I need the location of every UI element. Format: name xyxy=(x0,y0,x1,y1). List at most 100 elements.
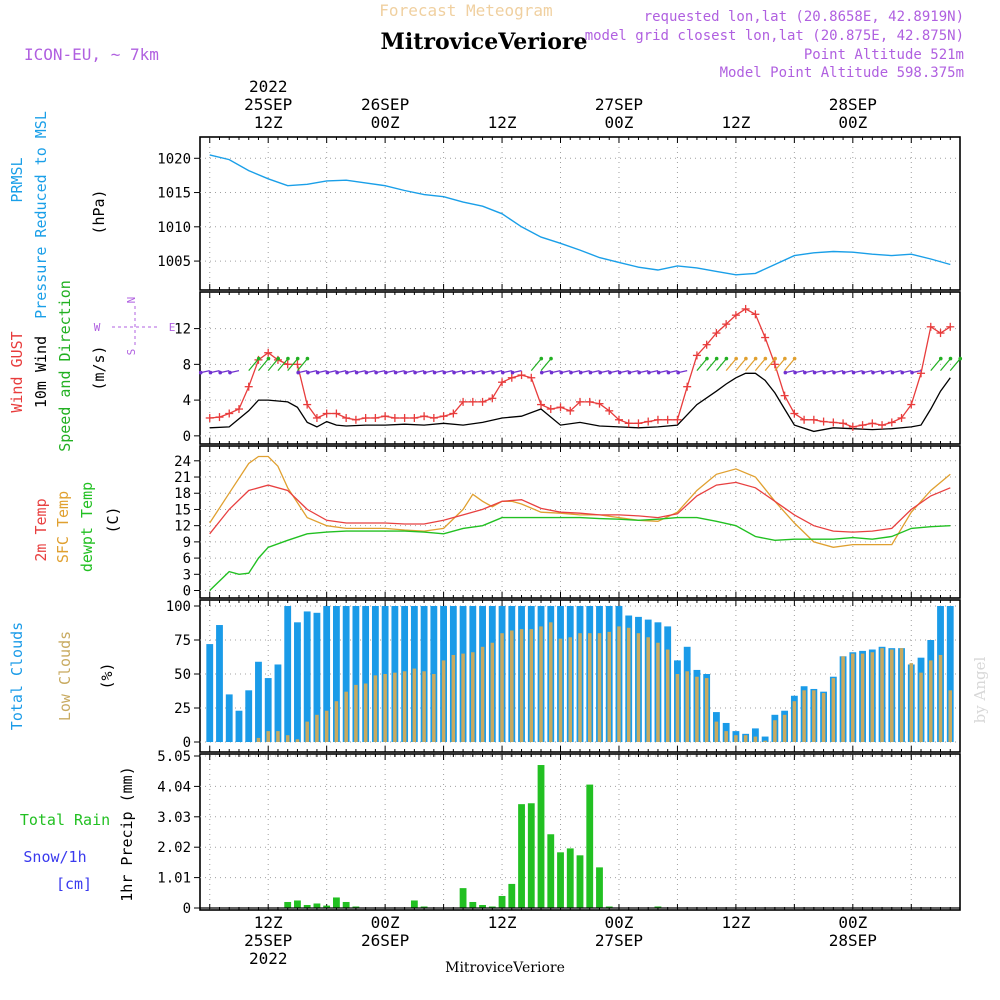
wind-direction-arrowhead xyxy=(734,356,738,361)
wind-direction-arrowhead xyxy=(812,370,817,375)
wind-direction-arrowhead xyxy=(413,370,417,375)
rain-bar xyxy=(557,852,564,908)
total-cloud-bar xyxy=(284,606,292,742)
model-label: ICON-EU, ~ 7km xyxy=(24,45,159,64)
wind-direction-arrowhead xyxy=(432,370,437,375)
low-cloud-bar xyxy=(383,674,387,742)
wind-direction-arrowhead xyxy=(948,356,953,361)
y-tick-label: 9 xyxy=(183,535,191,551)
total-cloud-bar xyxy=(313,612,321,742)
y-tick-label: 75 xyxy=(174,633,191,649)
compass-s: S xyxy=(125,349,138,356)
wind-direction-arrowhead xyxy=(783,356,787,361)
temp-2m-label: 2m Temp xyxy=(32,498,50,561)
panel-frame xyxy=(199,291,961,445)
low-cloud-bar xyxy=(256,737,261,742)
rain-bar xyxy=(518,804,525,908)
rain-bar xyxy=(352,906,360,908)
y-tick-label: 0 xyxy=(183,429,191,445)
low-cloud-bar xyxy=(890,649,894,742)
low-cloud-bar xyxy=(412,668,417,742)
low-cloud-bar xyxy=(441,660,446,742)
wind-direction-arrow xyxy=(277,358,289,371)
wind-direction-arrowhead xyxy=(598,370,603,375)
low-cloud-bar xyxy=(685,671,689,742)
low-cloud-bar xyxy=(587,633,592,742)
wind-direction-arrow xyxy=(540,358,552,371)
wind-direction-arrowhead xyxy=(384,370,388,375)
closest-coords: model grid closest lon,lat (20.875E, 42.… xyxy=(585,28,964,44)
cloud-units: (%) xyxy=(98,662,116,689)
wind-direction-arrowhead xyxy=(803,370,807,375)
time-label-top: 00Z xyxy=(605,113,634,132)
low-cloud-bar xyxy=(266,731,270,742)
low-cloud-bar xyxy=(704,678,709,742)
low-cloud-bar xyxy=(841,656,845,742)
low-cloud-bar xyxy=(938,654,943,742)
rain-bar xyxy=(284,901,292,908)
y-tick-label: 8 xyxy=(183,357,191,373)
wind-direction-arrowhead xyxy=(958,356,963,361)
y-tick-label: 1020 xyxy=(157,151,191,167)
wind-direction-arrowhead xyxy=(423,370,427,375)
low-cloud-bar xyxy=(344,691,348,742)
total-cloud-bar xyxy=(352,606,360,742)
low-cloud-bar xyxy=(324,710,329,742)
rain-bar xyxy=(410,900,418,908)
wind-direction-arrowhead xyxy=(724,356,729,361)
wind-direction-arrowhead xyxy=(851,370,856,375)
time-label-top: 12Z xyxy=(488,113,517,132)
temp-dew-label: dewpt Temp xyxy=(78,482,96,572)
y-tick-label: 1015 xyxy=(157,186,191,202)
wind-direction-arrowhead xyxy=(208,370,213,375)
wind-direction-arrowhead xyxy=(890,370,895,375)
rain-bar xyxy=(605,906,613,908)
total-cloud-bar xyxy=(342,606,350,742)
total-cloud-bar xyxy=(216,625,223,742)
wind-direction-arrowhead xyxy=(880,370,885,375)
panel-frame xyxy=(199,136,961,291)
low-cloud-bar xyxy=(948,690,953,742)
wind-direction-arrowhead xyxy=(198,370,203,375)
y-tick-label: 50 xyxy=(174,667,191,683)
wind-direction-arrowhead xyxy=(500,370,505,375)
low-cloud-bar xyxy=(285,735,290,742)
rain-bar xyxy=(294,900,301,908)
wind-direction-arrowhead xyxy=(462,370,466,375)
wind-direction-arrowhead xyxy=(393,370,398,375)
low-cloud-bar xyxy=(646,637,650,742)
wind-direction-arrowhead xyxy=(938,356,943,361)
dewpoint-line xyxy=(209,516,951,592)
low-cloud-bar xyxy=(899,648,904,742)
low-cloud-bar xyxy=(529,629,534,742)
y-tick-label: 24 xyxy=(174,454,191,470)
total-cloud-bar xyxy=(264,678,272,742)
wind-direction-arrowhead xyxy=(793,370,797,375)
total-clouds-label: Total Clouds xyxy=(8,622,26,730)
y-tick-label: 25 xyxy=(174,701,191,717)
wind-direction-arrowhead xyxy=(305,356,310,361)
total-cloud-bar xyxy=(751,728,759,742)
forecast-meteogram-title: Forecast Meteogram xyxy=(379,1,552,20)
wind-direction-arrowhead xyxy=(647,370,651,375)
wind-direction-arrow xyxy=(287,358,299,371)
low-cloud-bar xyxy=(432,674,436,742)
low-cloud-bar xyxy=(354,684,358,742)
time-label-top: 28SEP xyxy=(829,95,877,114)
wind-direction-arrow xyxy=(258,358,269,371)
compass-w: W xyxy=(94,321,101,334)
pressure-units: (hPa) xyxy=(90,189,108,234)
footer-location: MitroviceVeriore xyxy=(445,960,565,976)
low-cloud-bar xyxy=(519,629,524,742)
y-tick-label: 0 xyxy=(183,901,191,917)
snow-label: Snow/1h xyxy=(23,848,86,866)
wind-direction-arrowhead xyxy=(773,356,777,361)
panels: 1005101010151020048120369121518212402550… xyxy=(8,111,963,917)
wind-direction-arrow xyxy=(706,358,718,371)
low-cloud-bar xyxy=(792,701,797,742)
wind-dir-label: Speed and Direction xyxy=(56,280,74,452)
watermark: by Angel xyxy=(971,656,989,723)
low-cloud-bar xyxy=(363,683,368,742)
